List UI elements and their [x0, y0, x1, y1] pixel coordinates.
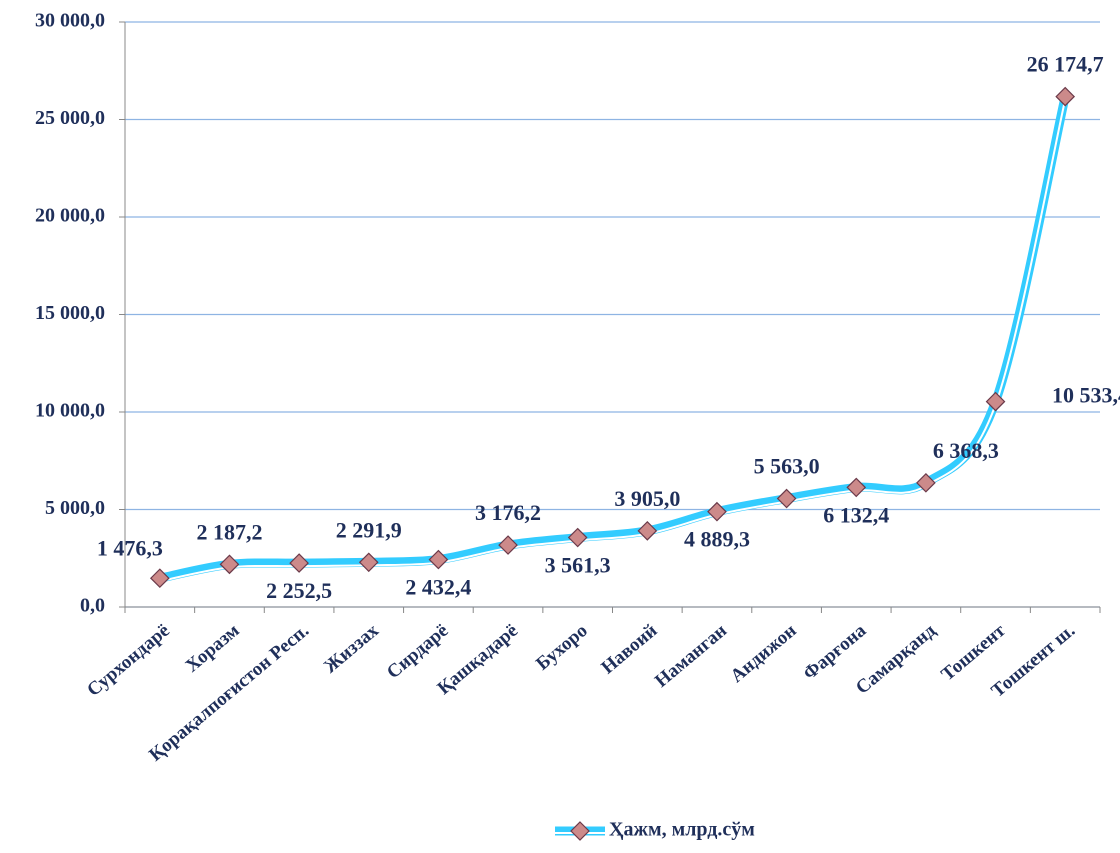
y-tick-label: 20 000,0 — [35, 205, 105, 227]
x-tick-label: Жиззах — [320, 620, 383, 678]
y-tick-label: 5 000,0 — [45, 497, 105, 519]
value-label: 3 176,2 — [475, 500, 541, 525]
marker — [985, 391, 1006, 412]
series-line — [155, 92, 1070, 583]
x-tick-label: Сурхондарё — [83, 620, 174, 701]
marker — [916, 472, 936, 493]
marker — [567, 527, 588, 548]
x-tick-label: Сирдарё — [383, 620, 453, 683]
marker — [149, 568, 170, 589]
marker — [428, 549, 449, 570]
legend-marker — [570, 821, 590, 841]
x-tick-label: Хоразм — [182, 620, 244, 677]
value-label: 3 561,3 — [545, 553, 611, 578]
value-label: 2 432,4 — [405, 575, 471, 600]
marker — [289, 553, 309, 573]
y-tick-label: 10 000,0 — [35, 400, 105, 422]
y-tick-label: 25 000,0 — [35, 107, 105, 129]
value-label: 6 132,4 — [823, 502, 889, 527]
y-tick-label: 15 000,0 — [35, 302, 105, 324]
value-label: 2 252,5 — [266, 578, 332, 603]
x-tick-label: Андижон — [727, 620, 801, 687]
marker — [846, 477, 867, 498]
x-tick-label: Навоий — [597, 620, 661, 678]
value-label: 26 174,7 — [1027, 52, 1104, 77]
value-label: 1 476,3 — [97, 535, 163, 560]
x-tick-label: Бухоро — [532, 620, 591, 675]
legend-label: Ҳажм, млрд.сўм — [609, 819, 755, 841]
value-label: 2 187,2 — [196, 519, 262, 544]
value-label: 4 889,3 — [684, 527, 750, 552]
marker — [219, 554, 240, 575]
value-label: 2 291,9 — [336, 517, 402, 542]
y-tick-label: 0,0 — [80, 595, 105, 617]
value-label: 10 533,4 — [1052, 383, 1120, 408]
marker — [358, 552, 379, 573]
marker — [776, 488, 797, 509]
x-tick-label: Наманган — [651, 620, 731, 692]
marker — [707, 501, 727, 522]
marker — [1055, 86, 1076, 107]
value-label: 5 563,0 — [754, 454, 820, 479]
marker — [637, 521, 658, 541]
y-tick-label: 30 000,0 — [35, 10, 105, 32]
value-label: 3 905,0 — [614, 486, 680, 511]
marker — [498, 535, 518, 555]
value-label: 6 368,3 — [933, 438, 999, 463]
